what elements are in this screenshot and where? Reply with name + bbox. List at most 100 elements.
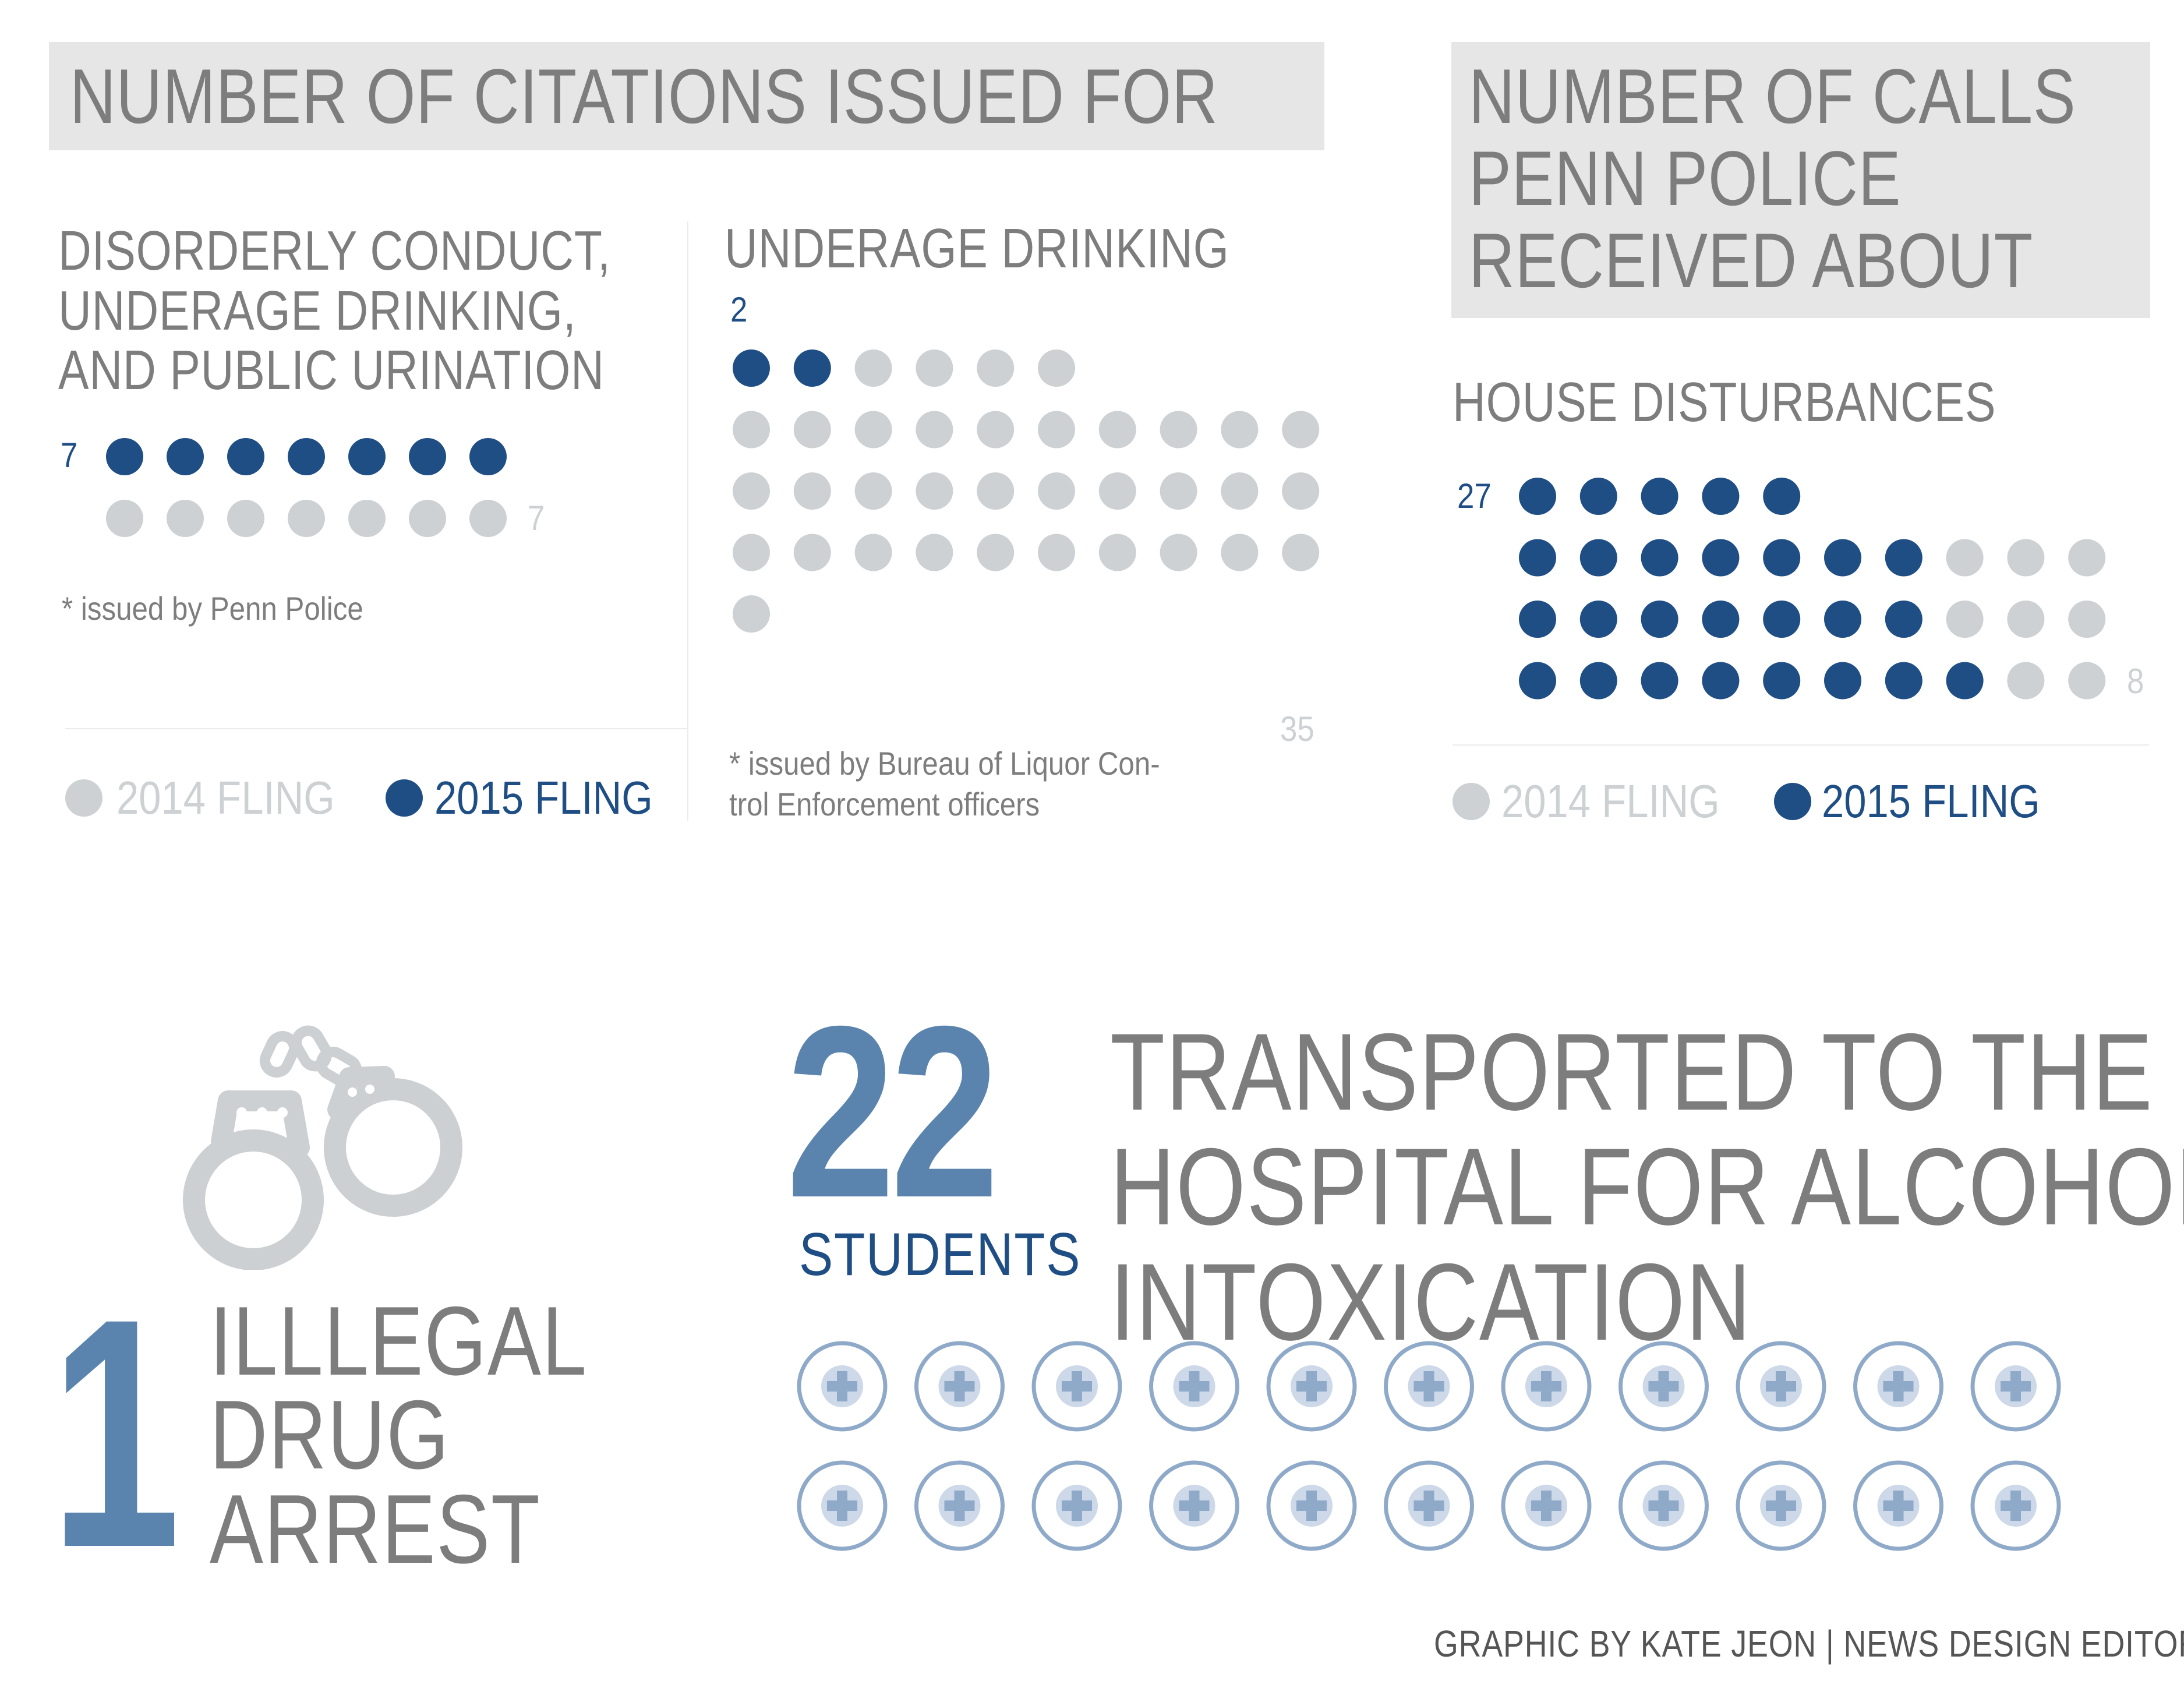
calls-legend-2014-dot (1453, 783, 1490, 820)
disorderly-2014-value: 7 (528, 499, 545, 538)
house-dot-2015 (1519, 601, 1556, 638)
disorderly-dot-2014 (227, 500, 264, 537)
underage-dot-2014 (854, 534, 892, 571)
medical-cross-icon (1853, 1460, 1943, 1551)
legend-2015-dot (386, 779, 423, 817)
house-dot-2014 (2007, 539, 2045, 577)
underage-dot-2014 (1160, 472, 1197, 510)
citations-banner: NUMBER OF CITATIONS ISSUED FOR (49, 42, 1324, 150)
arrest-text-line-1: ILLLEGAL (210, 1286, 588, 1396)
house-dot-2015 (1519, 478, 1556, 515)
underage-dot-2015 (793, 349, 831, 387)
house-dot-2015 (1702, 539, 1740, 577)
calls-legend-2014-label: 2014 FLING (1501, 775, 1720, 827)
house-dot-2015 (1702, 601, 1740, 638)
underage-dot-2014 (977, 534, 1015, 571)
medical-cross-icon (1031, 1460, 1122, 1551)
calls-banner: NUMBER OF CALLS PENN POLICE RECEIVED ABO… (1451, 42, 2150, 318)
house-dot-2015 (1885, 539, 1923, 577)
underage-dot-2014 (1221, 472, 1259, 510)
underage-dot-2014 (1221, 534, 1259, 571)
house-dot-2015 (1763, 539, 1801, 577)
underage-dot-2014 (733, 595, 770, 633)
house-dot-2015 (1885, 662, 1923, 700)
medical-cross-icon (1853, 1341, 1943, 1432)
medical-cross-icon (1149, 1460, 1239, 1551)
underage-dot-2014 (1160, 411, 1197, 449)
medical-cross-icon (1384, 1341, 1474, 1432)
house-dot-2015 (1702, 478, 1740, 515)
house-2014-value: 8 (2127, 662, 2144, 701)
house-dot-2015 (1579, 662, 1617, 700)
underage-dot-2014 (1038, 411, 1075, 449)
disorderly-title-line-3: AND PUBLIC URINATION (58, 339, 605, 402)
house-dot-2014 (2068, 662, 2106, 700)
handcuffs-icon (183, 1025, 462, 1270)
house-dot-2015 (1579, 478, 1617, 515)
disorderly-dot-2014 (348, 500, 386, 537)
house-dot-2014 (2007, 662, 2045, 700)
underage-dot-2014 (1282, 411, 1320, 449)
medical-cross-icon (1501, 1460, 1592, 1551)
medical-cross-icon (797, 1460, 888, 1551)
house-dot-2015 (1519, 662, 1556, 700)
medical-cross-icon (1618, 1341, 1709, 1432)
underage-footnote-line-2: trol Enforcement officers (729, 786, 1040, 822)
house-dot-2015 (1519, 539, 1556, 577)
house-dot-2015 (1763, 662, 1801, 700)
disorderly-2015-value: 7 (61, 436, 78, 475)
underage-title: UNDERAGE DRINKING (725, 217, 1229, 280)
arrest-number: 1 (50, 1251, 181, 1615)
medical-cross-icon (1384, 1460, 1474, 1551)
underage-dot-2014 (916, 534, 953, 571)
disorderly-dot-2014 (167, 500, 204, 537)
arrest-text-line-3: ARREST (210, 1474, 541, 1584)
legend-2014-label: 2014 FLING (116, 772, 335, 824)
house-dot-2015 (1641, 539, 1678, 577)
arrest-text-line-2: DRUG (210, 1380, 450, 1490)
calls-banner-title: NUMBER OF CALLS PENN POLICE RECEIVED ABO… (1469, 56, 2076, 302)
medical-cross-icon (1618, 1460, 1709, 1551)
underage-dot-2014 (916, 411, 953, 449)
house-dot-2015 (1641, 478, 1678, 515)
house-dot-2014 (2068, 601, 2106, 638)
house-dot-2015 (1824, 539, 1861, 577)
house-dot-2015 (1641, 601, 1678, 638)
legend-2015-label: 2015 FLING (434, 772, 653, 824)
house-dot-2014 (2068, 539, 2106, 577)
house-dot-2015 (1946, 662, 1984, 700)
house-dot-2015 (1824, 601, 1861, 638)
house-dot-2015 (1579, 601, 1617, 638)
house-dot-2015 (1763, 478, 1801, 515)
underage-dot-2014 (1098, 534, 1136, 571)
underage-2015-value: 2 (730, 290, 748, 329)
underage-dot-2014 (733, 534, 770, 571)
medical-cross-icon (1266, 1341, 1357, 1432)
house-dot-2015 (1579, 539, 1617, 577)
hospital-text-line-3: INTOXICATION (1110, 1240, 1752, 1363)
house-dot-2015 (1763, 601, 1801, 638)
underage-dot-2014 (1160, 534, 1197, 571)
calls-legend-2015-label: 2015 FLING (1822, 775, 2040, 827)
underage-dot-2014 (793, 411, 831, 449)
hospital-text-line-1: TRANSPORTED TO THE (1110, 1011, 2154, 1133)
calls-banner-line-1: NUMBER OF CALLS (1469, 54, 2076, 140)
underage-dot-2014 (854, 472, 892, 510)
house-title: HOUSE DISTURBANCES (1453, 371, 1996, 433)
citations-divider (687, 221, 688, 821)
house-dot-2015 (1641, 662, 1678, 700)
underage-dot-2014 (916, 349, 953, 387)
legend-2014-dot (65, 779, 103, 817)
disorderly-dot-2014 (469, 500, 507, 537)
underage-dot-2014 (1038, 349, 1075, 387)
disorderly-dot-2014 (106, 500, 143, 537)
underage-footnote: * issued by Bureau of Liquor Con- trol E… (729, 743, 1160, 825)
disorderly-dot-2015 (167, 438, 204, 475)
disorderly-dot-2015 (288, 438, 325, 475)
underage-dot-2014 (977, 411, 1015, 449)
citations-banner-title: NUMBER OF CITATIONS ISSUED FOR (70, 54, 1218, 140)
hospital-unit: STUDENTS (799, 1221, 1082, 1288)
underage-dot-2014 (977, 349, 1015, 387)
medical-cross-icon (1501, 1341, 1592, 1432)
